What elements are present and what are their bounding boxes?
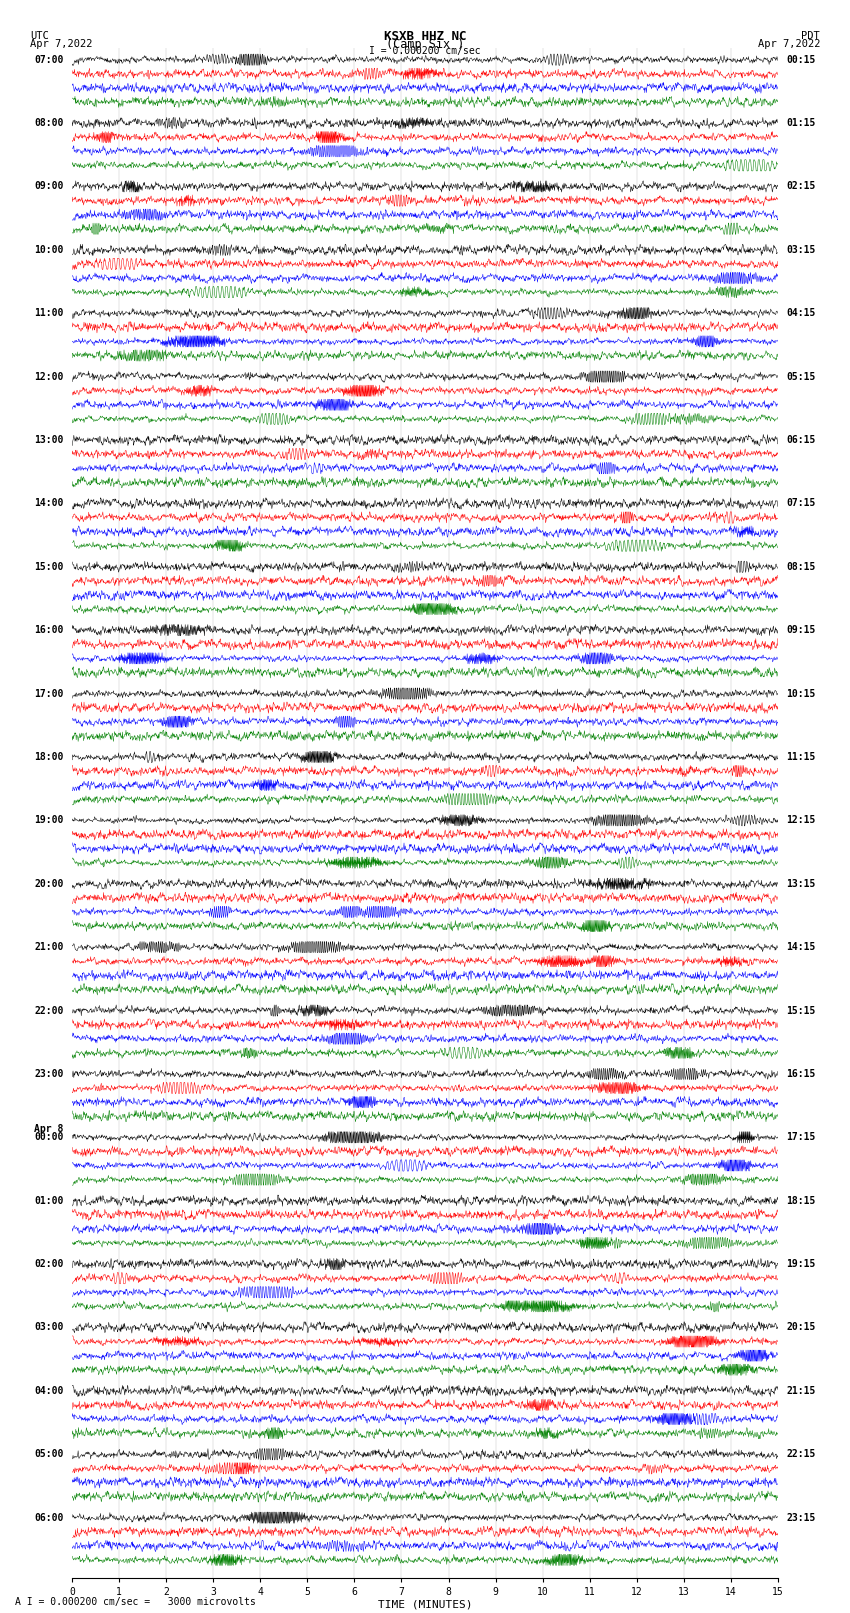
Text: 07:15: 07:15 — [786, 498, 816, 508]
Text: 02:00: 02:00 — [34, 1260, 64, 1269]
Text: 11:15: 11:15 — [786, 752, 816, 761]
Text: 15:15: 15:15 — [786, 1005, 816, 1016]
Text: 12:00: 12:00 — [34, 371, 64, 382]
Text: 15:00: 15:00 — [34, 561, 64, 571]
Text: Apr 7,2022: Apr 7,2022 — [757, 39, 820, 48]
Text: 17:15: 17:15 — [786, 1132, 816, 1142]
Text: PDT: PDT — [802, 31, 820, 40]
Text: 10:00: 10:00 — [34, 245, 64, 255]
Text: (Camp Six ): (Camp Six ) — [386, 37, 464, 52]
Text: 06:15: 06:15 — [786, 436, 816, 445]
Text: 01:15: 01:15 — [786, 118, 816, 127]
Text: 04:15: 04:15 — [786, 308, 816, 318]
Text: 21:15: 21:15 — [786, 1386, 816, 1395]
Text: 17:00: 17:00 — [34, 689, 64, 698]
Text: 16:15: 16:15 — [786, 1069, 816, 1079]
Text: 12:15: 12:15 — [786, 815, 816, 826]
Text: 23:15: 23:15 — [786, 1513, 816, 1523]
Text: 13:15: 13:15 — [786, 879, 816, 889]
Text: 00:15: 00:15 — [786, 55, 816, 65]
Text: 00:00: 00:00 — [34, 1132, 64, 1142]
Text: 14:15: 14:15 — [786, 942, 816, 952]
Text: 11:00: 11:00 — [34, 308, 64, 318]
Text: 09:15: 09:15 — [786, 626, 816, 636]
X-axis label: TIME (MINUTES): TIME (MINUTES) — [377, 1600, 473, 1610]
Text: 22:00: 22:00 — [34, 1005, 64, 1016]
Text: 20:00: 20:00 — [34, 879, 64, 889]
Text: A I = 0.000200 cm/sec =   3000 microvolts: A I = 0.000200 cm/sec = 3000 microvolts — [15, 1597, 256, 1607]
Text: 14:00: 14:00 — [34, 498, 64, 508]
Text: 20:15: 20:15 — [786, 1323, 816, 1332]
Text: 13:00: 13:00 — [34, 436, 64, 445]
Text: 21:00: 21:00 — [34, 942, 64, 952]
Text: Apr 8: Apr 8 — [34, 1124, 64, 1134]
Text: 23:00: 23:00 — [34, 1069, 64, 1079]
Text: 09:00: 09:00 — [34, 181, 64, 192]
Text: 02:15: 02:15 — [786, 181, 816, 192]
Text: 10:15: 10:15 — [786, 689, 816, 698]
Text: 22:15: 22:15 — [786, 1448, 816, 1460]
Text: 18:00: 18:00 — [34, 752, 64, 761]
Text: I = 0.000200 cm/sec: I = 0.000200 cm/sec — [369, 45, 481, 56]
Text: 19:00: 19:00 — [34, 815, 64, 826]
Text: 18:15: 18:15 — [786, 1195, 816, 1205]
Text: UTC: UTC — [30, 31, 48, 40]
Text: 04:00: 04:00 — [34, 1386, 64, 1395]
Text: 08:00: 08:00 — [34, 118, 64, 127]
Text: 03:15: 03:15 — [786, 245, 816, 255]
Text: 05:00: 05:00 — [34, 1448, 64, 1460]
Text: 07:00: 07:00 — [34, 55, 64, 65]
Text: 03:00: 03:00 — [34, 1323, 64, 1332]
Text: 01:00: 01:00 — [34, 1195, 64, 1205]
Text: Apr 7,2022: Apr 7,2022 — [30, 39, 93, 48]
Text: KSXB HHZ NC: KSXB HHZ NC — [383, 31, 467, 44]
Text: 05:15: 05:15 — [786, 371, 816, 382]
Text: 08:15: 08:15 — [786, 561, 816, 571]
Text: 19:15: 19:15 — [786, 1260, 816, 1269]
Text: 16:00: 16:00 — [34, 626, 64, 636]
Text: 06:00: 06:00 — [34, 1513, 64, 1523]
